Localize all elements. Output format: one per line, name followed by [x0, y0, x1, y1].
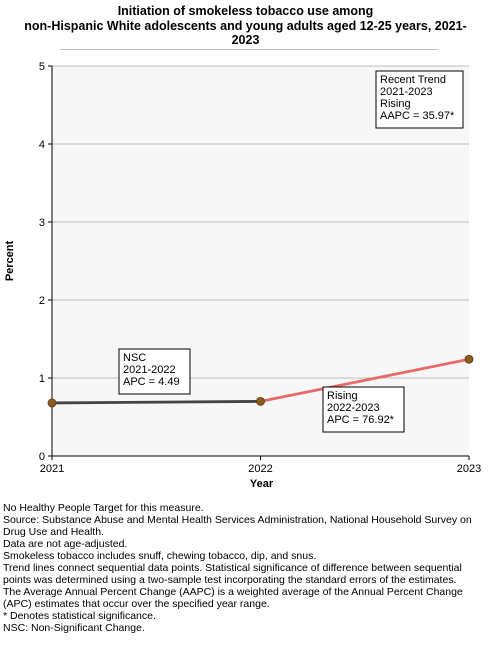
data-point: [464, 354, 474, 364]
chart-title-line-2: non-Hispanic White adolescents and young…: [24, 18, 467, 33]
y-tick-label: 2: [39, 295, 45, 307]
y-tick-label: 4: [39, 139, 45, 151]
chart-title-line-1: Initiation of smokeless tobacco use amon…: [117, 4, 374, 18]
trend-segment: [259, 357, 471, 403]
trend-segment: [50, 399, 262, 405]
y-axis-label: Percent: [4, 240, 16, 281]
chart-title-line-3: 2023: [231, 33, 260, 47]
nsc-annotation-box: [118, 348, 191, 395]
y-tick-label: 1: [39, 373, 45, 385]
y-tick-label: 3: [39, 217, 45, 229]
line-chart: 0 1 2 3 4 5 2021 2022 2023 Year Percent Recent Tren…: [4, 61, 481, 490]
rising-annotation-text: 2022-2023: [327, 402, 380, 414]
data-point: [256, 396, 265, 406]
chart-notes: No Healthy People Target for this measur…: [3, 502, 491, 634]
note-trend-lines: Trend lines connect sequential data poin…: [3, 562, 462, 586]
note-nsc: NSC: Non-Significant Change.: [3, 622, 145, 634]
chart-title: Initiation of smokeless tobacco use amon…: [0, 4, 491, 48]
nsc-annotation-text: 2021-2022: [123, 364, 176, 376]
recent-trend-annotation-text: Recent Trend: [380, 74, 446, 86]
rising-annotation-box: [322, 386, 405, 433]
note-significance: * Denotes statistical significance.: [3, 610, 156, 622]
rising-annotation-text: Rising: [327, 390, 358, 402]
x-tick-label: 2022: [248, 463, 272, 475]
recent-trend-annotation-box: [375, 70, 464, 129]
note-definition: Smokeless tobacco includes snuff, chewin…: [3, 550, 317, 562]
note-target: No Healthy People Target for this measur…: [3, 502, 204, 514]
note-source: Source: Substance Abuse and Mental Healt…: [3, 514, 472, 538]
title-divider: [60, 49, 438, 50]
note-age-adjusted: Data are not age-adjusted.: [3, 538, 128, 550]
nsc-annotation-text: APC = 4.49: [123, 376, 180, 388]
recent-trend-annotation-text: Rising: [380, 98, 411, 110]
data-point: [47, 398, 57, 408]
x-tick-label: 2023: [457, 463, 481, 475]
rising-annotation-text: APC = 76.92*: [327, 414, 395, 426]
y-tick-label: 5: [39, 61, 45, 73]
recent-trend-annotation-text: AAPC = 35.97*: [380, 110, 455, 122]
note-aapc: The Average Annual Percent Change (AAPC)…: [3, 586, 463, 610]
recent-trend-annotation-text: 2021-2023: [380, 86, 433, 98]
y-tick-label: 0: [39, 451, 45, 463]
x-tick-label: 2021: [40, 463, 64, 475]
nsc-annotation-text: NSC: [123, 352, 146, 364]
x-axis-label: Year: [250, 478, 274, 490]
